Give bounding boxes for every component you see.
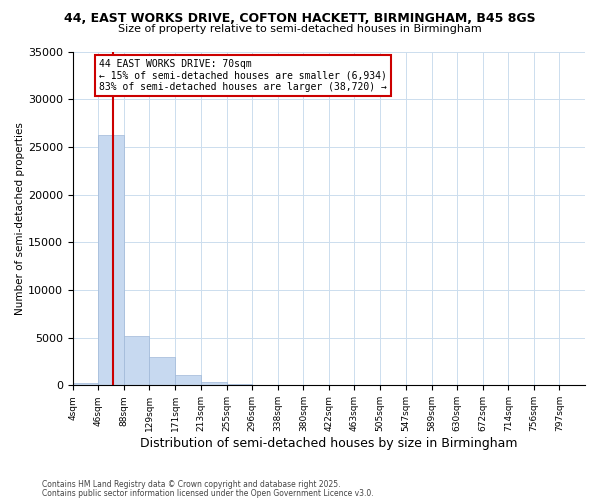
Text: Size of property relative to semi-detached houses in Birmingham: Size of property relative to semi-detach… xyxy=(118,24,482,34)
Y-axis label: Number of semi-detached properties: Number of semi-detached properties xyxy=(15,122,25,315)
Bar xyxy=(175,375,201,386)
Bar xyxy=(227,384,252,386)
Text: 44 EAST WORKS DRIVE: 70sqm
← 15% of semi-detached houses are smaller (6,934)
83%: 44 EAST WORKS DRIVE: 70sqm ← 15% of semi… xyxy=(99,59,387,92)
Bar xyxy=(149,356,175,386)
Bar xyxy=(98,136,124,386)
Bar xyxy=(201,382,227,386)
Bar xyxy=(73,384,98,386)
X-axis label: Distribution of semi-detached houses by size in Birmingham: Distribution of semi-detached houses by … xyxy=(140,437,518,450)
Text: Contains public sector information licensed under the Open Government Licence v3: Contains public sector information licen… xyxy=(42,488,374,498)
Text: Contains HM Land Registry data © Crown copyright and database right 2025.: Contains HM Land Registry data © Crown c… xyxy=(42,480,341,489)
Bar xyxy=(124,336,149,386)
Text: 44, EAST WORKS DRIVE, COFTON HACKETT, BIRMINGHAM, B45 8GS: 44, EAST WORKS DRIVE, COFTON HACKETT, BI… xyxy=(64,12,536,26)
